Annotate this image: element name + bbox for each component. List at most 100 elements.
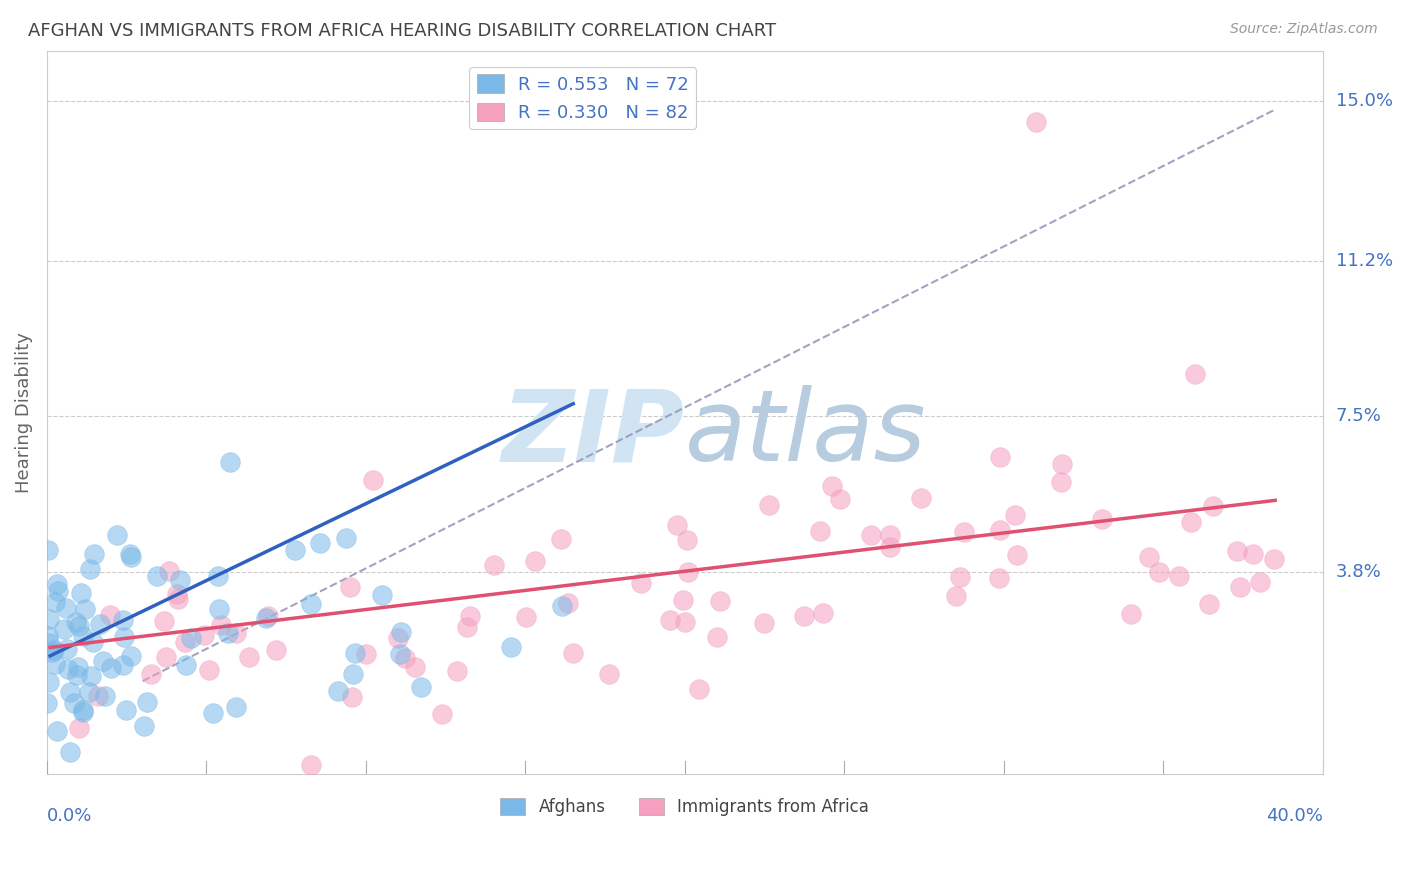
Text: atlas: atlas bbox=[685, 385, 927, 483]
Point bbox=[988, 524, 1011, 538]
Point bbox=[264, 642, 287, 657]
Point bbox=[42, 642, 65, 657]
Point bbox=[77, 684, 100, 698]
Point bbox=[166, 587, 188, 601]
Text: 3.8%: 3.8% bbox=[1336, 563, 1382, 581]
Point bbox=[225, 626, 247, 640]
Point bbox=[72, 629, 94, 643]
Point bbox=[136, 695, 159, 709]
Point bbox=[94, 689, 117, 703]
Point bbox=[139, 666, 162, 681]
Point bbox=[87, 689, 110, 703]
Point bbox=[180, 632, 202, 646]
Point bbox=[1241, 547, 1264, 561]
Point bbox=[66, 668, 89, 682]
Point bbox=[910, 491, 932, 505]
Point bbox=[219, 455, 242, 469]
Point bbox=[676, 533, 699, 548]
Point bbox=[482, 558, 505, 573]
Point bbox=[67, 721, 90, 735]
Point bbox=[404, 660, 426, 674]
Point bbox=[91, 654, 114, 668]
Point bbox=[879, 541, 901, 555]
Point bbox=[67, 659, 90, 673]
Point bbox=[501, 640, 523, 654]
Point bbox=[340, 690, 363, 704]
Point bbox=[1119, 607, 1142, 621]
Point bbox=[709, 593, 731, 607]
Point bbox=[758, 499, 780, 513]
Point bbox=[45, 576, 67, 591]
Point bbox=[630, 576, 652, 591]
Point bbox=[659, 613, 682, 627]
Point bbox=[198, 663, 221, 677]
Point bbox=[456, 620, 478, 634]
Text: 15.0%: 15.0% bbox=[1336, 92, 1393, 110]
Point bbox=[1184, 368, 1206, 382]
Point bbox=[37, 542, 59, 557]
Point bbox=[70, 586, 93, 600]
Point bbox=[79, 562, 101, 576]
Point bbox=[134, 718, 156, 732]
Text: 7.5%: 7.5% bbox=[1336, 408, 1382, 425]
Text: AFGHAN VS IMMIGRANTS FROM AFRICA HEARING DISABILITY CORRELATION CHART: AFGHAN VS IMMIGRANTS FROM AFRICA HEARING… bbox=[28, 22, 776, 40]
Point bbox=[100, 661, 122, 675]
Point bbox=[155, 650, 177, 665]
Point bbox=[309, 536, 332, 550]
Point bbox=[598, 666, 620, 681]
Point bbox=[72, 705, 94, 719]
Point bbox=[326, 684, 349, 698]
Point bbox=[879, 527, 901, 541]
Point bbox=[1168, 569, 1191, 583]
Point bbox=[73, 602, 96, 616]
Point bbox=[388, 648, 411, 662]
Text: 11.2%: 11.2% bbox=[1336, 252, 1393, 269]
Point bbox=[157, 564, 180, 578]
Point bbox=[1025, 115, 1047, 129]
Point bbox=[257, 608, 280, 623]
Point bbox=[1263, 552, 1285, 566]
Point bbox=[987, 571, 1010, 585]
Point bbox=[120, 648, 142, 663]
Point bbox=[1052, 457, 1074, 471]
Point bbox=[988, 450, 1011, 465]
Text: 40.0%: 40.0% bbox=[1267, 807, 1323, 825]
Point bbox=[112, 630, 135, 644]
Point bbox=[153, 614, 176, 628]
Point bbox=[1250, 574, 1272, 589]
Point bbox=[44, 657, 66, 671]
Point bbox=[361, 473, 384, 487]
Point bbox=[343, 646, 366, 660]
Point bbox=[1147, 566, 1170, 580]
Point bbox=[46, 583, 69, 598]
Point bbox=[1050, 475, 1073, 490]
Point bbox=[46, 723, 69, 738]
Point bbox=[811, 606, 834, 620]
Point bbox=[225, 699, 247, 714]
Point bbox=[1091, 512, 1114, 526]
Point bbox=[810, 524, 832, 538]
Point bbox=[387, 631, 409, 645]
Point bbox=[828, 491, 851, 506]
Point bbox=[166, 592, 188, 607]
Point bbox=[409, 680, 432, 694]
Point bbox=[38, 674, 60, 689]
Point bbox=[67, 619, 90, 633]
Point bbox=[952, 524, 974, 539]
Point bbox=[550, 532, 572, 546]
Text: ZIP: ZIP bbox=[502, 385, 685, 483]
Point bbox=[949, 570, 972, 584]
Point bbox=[111, 614, 134, 628]
Point bbox=[115, 703, 138, 717]
Point bbox=[174, 635, 197, 649]
Y-axis label: Hearing Disability: Hearing Disability bbox=[15, 332, 32, 492]
Point bbox=[859, 528, 882, 542]
Point bbox=[169, 573, 191, 587]
Point bbox=[208, 602, 231, 616]
Point bbox=[62, 696, 84, 710]
Point bbox=[201, 706, 224, 720]
Point bbox=[83, 547, 105, 561]
Point bbox=[432, 707, 454, 722]
Point bbox=[523, 554, 546, 568]
Point bbox=[1229, 580, 1251, 594]
